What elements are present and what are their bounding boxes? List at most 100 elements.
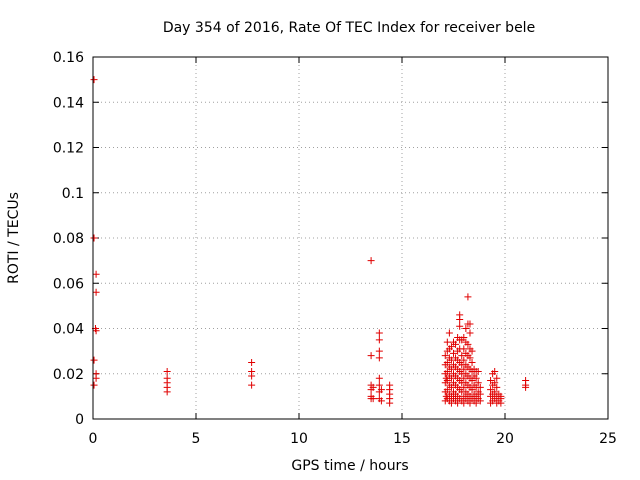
data-point	[92, 327, 100, 335]
data-point	[460, 399, 468, 407]
data-point	[447, 374, 455, 382]
data-point	[163, 367, 171, 375]
data-point	[468, 386, 476, 394]
data-point	[443, 367, 451, 375]
data-point	[474, 379, 482, 387]
data-point	[367, 352, 375, 360]
data-point	[487, 386, 495, 394]
x-tick-label: 5	[192, 431, 201, 447]
data-point	[462, 325, 470, 332]
data-point	[369, 395, 377, 403]
data-point	[248, 372, 256, 380]
data-point	[375, 374, 383, 382]
data-point	[92, 270, 100, 278]
data-point	[468, 377, 476, 385]
chart-title: Day 354 of 2016, Rate Of TEC Index for r…	[163, 20, 535, 36]
y-tick-label: 0.06	[53, 276, 84, 292]
data-point	[464, 340, 472, 348]
data-point	[369, 383, 377, 391]
data-point	[386, 399, 394, 407]
data-point	[493, 374, 501, 382]
data-point	[466, 399, 474, 407]
data-point	[472, 374, 480, 382]
y-tick-label: 0.04	[53, 322, 84, 338]
data-point	[163, 388, 171, 396]
data-point	[443, 377, 451, 385]
y-tick-label: 0.14	[53, 95, 84, 111]
x-tick-label: 25	[599, 431, 617, 447]
data-point	[375, 354, 383, 362]
data-point	[450, 349, 457, 357]
x-tick-label: 10	[290, 431, 308, 447]
data-point	[92, 288, 100, 296]
x-tick-label: 15	[393, 431, 411, 447]
data-point	[375, 381, 383, 389]
data-point	[466, 329, 474, 337]
data-point	[476, 383, 484, 391]
y-tick-label: 0.08	[53, 231, 84, 247]
data-point	[476, 390, 484, 398]
data-point	[456, 322, 464, 330]
data-point	[476, 397, 484, 405]
axis-ticks: 0 0.02 0.04 0.06 0.08 0.1 0.12 0.14 0.16 0 5 10 15 20…	[53, 50, 617, 447]
data-point	[375, 336, 383, 344]
data-point	[90, 76, 98, 84]
data-point	[460, 334, 468, 342]
data-point	[456, 311, 464, 319]
y-axis-label: ROTI / TECUs	[6, 192, 22, 284]
data-point	[441, 352, 449, 360]
data-point	[445, 329, 453, 337]
y-tick-label: 0.16	[53, 50, 84, 66]
y-tick-label: 0.1	[62, 186, 84, 202]
data-point	[90, 356, 98, 364]
x-axis-label: GPS time / hours	[291, 458, 408, 474]
data-point	[443, 386, 451, 394]
data-point	[248, 381, 256, 389]
plot-frame	[92, 56, 609, 420]
data-point	[90, 234, 98, 242]
grid	[93, 57, 608, 419]
data-point	[375, 329, 383, 337]
data-point	[447, 343, 455, 351]
data-point	[460, 356, 468, 364]
data-point	[466, 320, 474, 328]
data-point	[460, 374, 468, 382]
data-point	[472, 399, 480, 407]
y-tick-label: 0	[75, 412, 84, 428]
data-point	[443, 338, 451, 346]
data-point	[248, 358, 256, 366]
data-point	[493, 383, 501, 391]
data-point	[522, 383, 530, 391]
y-tick-label: 0.12	[53, 141, 84, 157]
data-point	[460, 345, 468, 353]
data-point	[375, 347, 383, 355]
data-point	[474, 367, 482, 375]
data-point	[377, 397, 385, 405]
data-point	[367, 257, 375, 265]
data-points	[90, 76, 530, 407]
data-point	[443, 358, 451, 366]
data-point	[491, 379, 499, 387]
data-point	[487, 377, 495, 385]
x-tick-label: 0	[89, 431, 98, 447]
data-point	[447, 356, 455, 364]
data-point	[466, 354, 474, 362]
data-point	[468, 347, 476, 355]
data-point	[458, 352, 466, 360]
data-point	[90, 381, 98, 389]
y-tick-label: 0.02	[53, 367, 84, 383]
data-point	[92, 374, 100, 382]
data-point	[460, 365, 468, 373]
data-point	[491, 367, 499, 375]
data-point	[454, 399, 462, 407]
data-point	[452, 340, 460, 348]
x-tick-label: 20	[496, 431, 514, 447]
data-point	[491, 388, 499, 396]
data-point	[497, 392, 505, 400]
data-point	[447, 383, 455, 391]
data-point	[460, 383, 468, 391]
data-point	[377, 386, 385, 394]
data-point	[447, 399, 455, 407]
data-point	[468, 358, 476, 366]
